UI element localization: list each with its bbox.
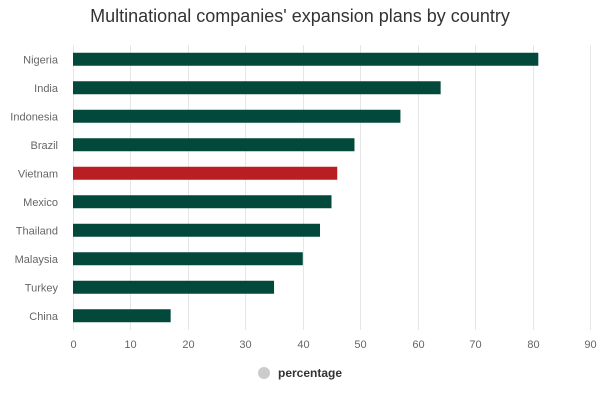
legend-label: percentage	[277, 366, 343, 380]
category-label: Malaysia	[15, 254, 59, 266]
legend-marker-icon	[257, 367, 270, 379]
category-label: Brazil	[30, 140, 58, 152]
legend[interactable]: percentage	[0, 366, 600, 380]
bar-malaysia	[73, 252, 303, 266]
x-tick-label: 50	[354, 339, 366, 351]
bar-indonesia	[73, 109, 401, 123]
category-label: Turkey	[25, 282, 59, 294]
x-tick-label: 0	[70, 339, 76, 351]
x-tick-label: 20	[182, 339, 194, 351]
bar-thailand	[73, 223, 321, 237]
category-label: China	[29, 311, 59, 323]
chart-title: Multinational companies' expansion plans…	[90, 6, 510, 26]
x-tick-label: 90	[584, 339, 596, 351]
bar-india	[73, 81, 441, 95]
category-label: Mexico	[23, 197, 58, 209]
x-tick-label: 80	[527, 339, 539, 351]
x-tick-label: 40	[297, 339, 309, 351]
category-label: Thailand	[16, 225, 58, 237]
x-tick-label: 30	[239, 339, 251, 351]
bar-china	[73, 309, 171, 323]
plot-area: 0 10 20 30 40 50 60 70 80 90 Nigeria India Indonesia…	[10, 45, 597, 351]
bar-brazil	[73, 138, 355, 152]
x-tick-label: 10	[124, 339, 136, 351]
x-tick-label: 60	[412, 339, 424, 351]
bar-vietnam	[73, 166, 338, 180]
bar-nigeria	[73, 52, 539, 66]
bar-mexico	[73, 195, 332, 209]
x-tick-label: 70	[469, 339, 481, 351]
category-label: Nigeria	[23, 54, 59, 66]
category-label: India	[34, 83, 59, 95]
category-label: Indonesia	[10, 111, 59, 123]
category-label: Vietnam	[18, 168, 58, 180]
bar-turkey	[73, 280, 275, 294]
